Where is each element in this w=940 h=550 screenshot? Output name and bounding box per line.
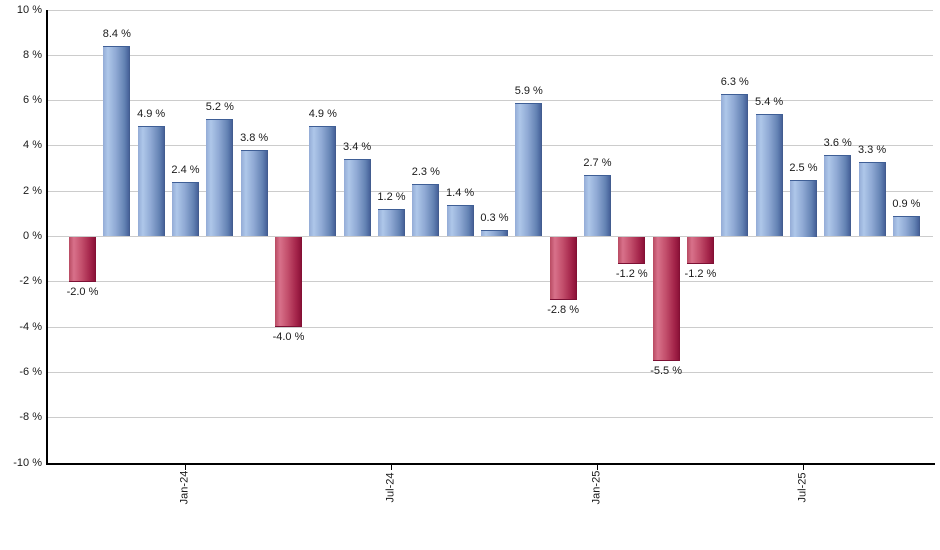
- y-axis-tick-label: -8 %: [19, 411, 42, 424]
- bar-positive: [515, 102, 543, 237]
- bar-value-label: 6.3 %: [720, 75, 749, 88]
- gridline: [48, 190, 933, 192]
- x-axis-tick: [597, 463, 599, 470]
- bar-value-label: -1.2 %: [684, 267, 717, 280]
- gridline: [48, 145, 933, 147]
- gridline: [48, 100, 933, 102]
- bar-value-label: 2.4 %: [171, 164, 200, 177]
- bar-value-label: 3.4 %: [343, 141, 372, 154]
- bar-positive: [480, 229, 508, 237]
- bar-positive: [240, 150, 268, 237]
- gridline: [48, 9, 933, 11]
- bar-value-label: 0.3 %: [480, 211, 509, 224]
- y-axis-tick-label: -6 %: [19, 365, 42, 378]
- bar-positive: [789, 179, 817, 237]
- bar-value-label: -5.5 %: [650, 365, 682, 378]
- y-axis-tick-label: 8 %: [23, 48, 42, 61]
- bar-positive: [206, 118, 234, 237]
- bar-positive: [824, 154, 852, 237]
- bar-value-label: 3.8 %: [240, 132, 269, 145]
- bar-positive: [892, 216, 920, 237]
- bar-positive: [377, 209, 405, 237]
- x-axis-line: [46, 463, 935, 465]
- x-axis-tick: [185, 463, 187, 470]
- bar-value-label: 2.5 %: [789, 161, 818, 174]
- gridline: [48, 236, 933, 237]
- bar-value-label: 5.4 %: [755, 96, 784, 109]
- bar-value-label: 4.9 %: [137, 107, 166, 120]
- x-axis-tick-label: Jan-24: [178, 470, 191, 505]
- bar-value-label: 1.2 %: [377, 191, 406, 204]
- y-axis-tick-label: -2 %: [19, 275, 42, 288]
- y-axis-tick-label: 2 %: [23, 184, 42, 197]
- x-axis-tick-label: Jul-25: [796, 472, 809, 503]
- bar-value-label: 3.3 %: [858, 143, 887, 156]
- bar-value-label: 8.4 %: [102, 28, 131, 41]
- x-axis-tick: [803, 463, 805, 470]
- y-axis-tick-label: 10 %: [16, 3, 42, 16]
- bar-negative: [549, 236, 577, 300]
- bar-value-label: 2.7 %: [583, 157, 612, 170]
- bar-positive: [171, 182, 199, 237]
- bar-value-label: -2.0 %: [66, 285, 99, 298]
- bar-negative: [274, 236, 302, 328]
- bar-value-label: -4.0 %: [272, 331, 305, 344]
- bar-positive: [412, 184, 440, 237]
- y-axis-tick-label: -10 %: [13, 456, 42, 469]
- x-axis-tick-label: Jan-25: [590, 470, 603, 505]
- gridline: [48, 417, 933, 419]
- bar-negative: [69, 236, 96, 282]
- bar-negative: [618, 236, 646, 264]
- bar-value-label: -1.2 %: [615, 267, 648, 280]
- bar-value-label: 5.2 %: [205, 100, 234, 113]
- bar-value-label: 4.9 %: [308, 107, 337, 120]
- gridline: [48, 371, 933, 373]
- bar-value-label: 1.4 %: [446, 186, 475, 199]
- bar-positive: [343, 159, 371, 237]
- bar-value-label: 5.9 %: [514, 84, 543, 97]
- bar-negative: [652, 236, 680, 362]
- bar-value-label: 2.3 %: [411, 166, 440, 179]
- bar-positive: [858, 161, 886, 237]
- bar-positive: [755, 114, 783, 237]
- bar-value-label: -2.8 %: [547, 303, 579, 316]
- bar-positive: [103, 46, 131, 237]
- gridline: [48, 326, 933, 328]
- bar-positive: [583, 175, 611, 237]
- bar-value-label: 0.9 %: [892, 198, 921, 211]
- bar-positive: [446, 204, 474, 237]
- bar-positive: [137, 125, 165, 237]
- y-axis-tick-label: 6 %: [23, 94, 42, 107]
- gridline: [48, 281, 933, 283]
- x-axis-tick: [391, 463, 393, 470]
- gridline: [48, 54, 933, 56]
- y-axis-tick-label: -4 %: [19, 320, 42, 333]
- bar-positive: [721, 93, 749, 237]
- y-axis-tick-label: 0 %: [23, 230, 42, 242]
- bar-positive: [309, 125, 337, 237]
- x-axis-tick-label: Jul-24: [384, 472, 397, 503]
- y-axis-line: [46, 10, 48, 465]
- bar-negative: [686, 236, 714, 264]
- y-axis-tick-label: 4 %: [23, 139, 42, 152]
- bar-value-label: 3.6 %: [823, 136, 852, 149]
